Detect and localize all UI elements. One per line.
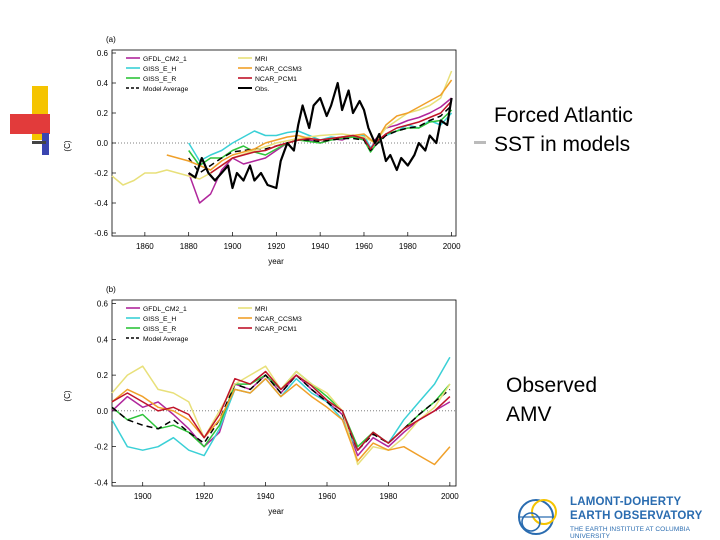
y-tick-label: 0.0 [97, 407, 109, 416]
panel-b-label: (b) [106, 285, 116, 294]
x-tick-label: 1880 [180, 242, 198, 251]
logo-line3: THE EARTH INSTITUTE AT COLUMBIA UNIVERSI… [570, 526, 690, 540]
legend-entry: MRI [255, 306, 268, 313]
x-tick-label: 1960 [318, 492, 336, 501]
label-forced-line2: SST in models [494, 133, 631, 156]
legend-entry: Model Average [143, 336, 188, 343]
x-tick-label: 2000 [441, 492, 459, 501]
y-tick-label: -0.2 [94, 169, 108, 178]
label-forced-line1: Forced Atlantic [494, 104, 633, 127]
panel-a-label: (a) [106, 35, 116, 44]
series-line-ncar-pcm1 [111, 370, 451, 451]
x-tick-label: 2000 [443, 242, 461, 251]
panel-b-xlabel: year [268, 507, 284, 516]
series-line-ncar-pcm1 [210, 100, 453, 174]
series-line-ncar-ccsm3 [111, 377, 451, 466]
series-line-obs- [188, 81, 453, 190]
y-tick-label: 0.0 [97, 139, 109, 148]
label-observed-amv: Observed AMV [506, 371, 597, 429]
globe-rings-icon [518, 499, 557, 535]
y-tick-label: 0.4 [97, 335, 109, 344]
y-tick-label: 0.6 [97, 49, 109, 58]
y-tick-label: 0.2 [97, 109, 109, 118]
label-forced-atlantic-sst: Forced Atlantic SST in models [494, 101, 633, 159]
legend-entry: MRI [255, 56, 268, 63]
panel-a-xlabel: year [268, 257, 284, 266]
x-tick-label: 1980 [399, 242, 417, 251]
accent-red-bar [10, 114, 50, 134]
legend-entry: NCAR_PCM1 [255, 326, 297, 333]
legend-entry: Model Average [143, 86, 188, 93]
panel-b-ylabel: (C) [63, 390, 72, 401]
x-tick-label: 1900 [134, 492, 152, 501]
accent-blue-block [42, 133, 49, 155]
x-tick-label: 1920 [195, 492, 213, 501]
legend-entry: GISS_E_H [143, 66, 176, 73]
legend-entry: GISS_E_R [143, 326, 176, 333]
panel-a-ylabel: (C) [63, 140, 72, 151]
legend-entry: GFDL_CM2_1 [143, 306, 187, 313]
panel-b: (b) 1900 1920 1940 1960 1980 2000 -0.4 -0.2 0.0… [63, 285, 459, 516]
x-tick-label: 1900 [224, 242, 242, 251]
y-tick-label: -0.4 [94, 478, 108, 487]
lamont-doherty-logo: LAMONT-DOHERTY EARTH OBSERVATORY THE EAR… [514, 490, 718, 540]
label-observed-line2: AMV [506, 403, 552, 426]
y-tick-label: -0.6 [94, 229, 108, 238]
logo-line1: LAMONT-DOHERTY [570, 496, 682, 508]
panel-a: (a) 1860 1880 1900 1920 1940 1960 1980 2000 -0.… [63, 35, 461, 266]
legend-entry: GFDL_CM2_1 [143, 56, 187, 63]
x-tick-label: 1920 [267, 242, 285, 251]
logo-line2: EARTH OBSERVATORY [570, 510, 703, 522]
legend-entry: NCAR_CCSM3 [255, 66, 302, 73]
legend-entry: NCAR_PCM1 [255, 76, 297, 83]
y-tick-label: -0.4 [94, 199, 108, 208]
label-dash [474, 141, 486, 144]
x-tick-label: 1940 [311, 242, 329, 251]
x-tick-label: 1980 [380, 492, 398, 501]
y-tick-label: -0.2 [94, 443, 108, 452]
legend-entry: GISS_E_H [143, 316, 176, 323]
series-line-ncar-ccsm3 [166, 79, 453, 171]
y-tick-label: 0.6 [97, 300, 109, 309]
x-tick-label: 1960 [355, 242, 373, 251]
y-tick-label: 0.2 [97, 371, 109, 380]
label-observed-line1: Observed [506, 374, 598, 397]
x-tick-label: 1860 [136, 242, 154, 251]
y-tick-label: 0.4 [97, 79, 109, 88]
legend-entry: GISS_E_R [143, 76, 176, 83]
legend-entry: Obs. [255, 86, 269, 93]
accent-dash [32, 141, 46, 144]
legend-entry: NCAR_CCSM3 [255, 316, 302, 323]
series-line-model-average [188, 104, 453, 174]
x-tick-label: 1940 [257, 492, 275, 501]
